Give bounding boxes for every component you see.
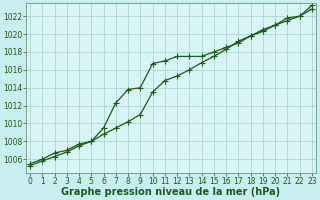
X-axis label: Graphe pression niveau de la mer (hPa): Graphe pression niveau de la mer (hPa) xyxy=(61,187,281,197)
